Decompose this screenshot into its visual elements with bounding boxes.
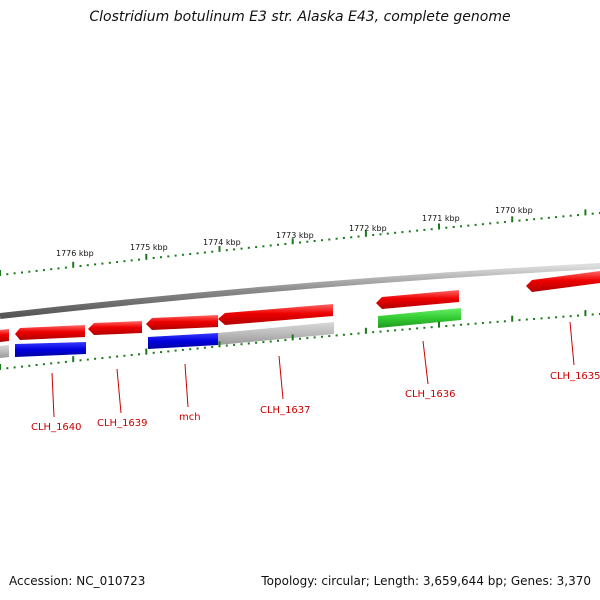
leader-line-clh1636 (422, 340, 429, 385)
scale-label-1772: 1772 kbp (349, 224, 387, 233)
scale-label-1771: 1771 kbp (422, 214, 460, 223)
gene-reverse-blue-1[interactable] (15, 342, 86, 357)
scale-label-1776: 1776 kbp (56, 249, 94, 258)
gene-reverse-green-1[interactable] (378, 308, 461, 328)
gene-forward-2[interactable] (15, 325, 85, 340)
topology-text: Topology: circular; Length: 3,659,644 bp… (261, 574, 591, 588)
gene-forward-5[interactable] (218, 304, 333, 325)
gene-label-clh1635[interactable]: CLH_1635 (550, 371, 600, 382)
gene-label-mch[interactable]: mch (179, 412, 201, 423)
leader-line-clh1639 (116, 368, 122, 414)
gene-reverse-grey-left[interactable] (0, 345, 9, 358)
gene-label-clh1637[interactable]: CLH_1637 (260, 405, 311, 416)
scale-label-1770: 1770 kbp (495, 206, 533, 215)
leader-line-clh1635 (569, 321, 575, 366)
scale-label-1773: 1773 kbp (276, 231, 314, 240)
gene-forward-7[interactable] (526, 271, 600, 292)
gene-forward-4[interactable] (146, 315, 218, 330)
gene-forward-3[interactable] (88, 321, 142, 335)
gene-forward-1[interactable] (0, 329, 9, 342)
gene-reverse-blue-2[interactable] (148, 333, 218, 349)
genome-backbone (0, 263, 600, 319)
scale-label-1774: 1774 kbp (203, 238, 241, 247)
inner-tick-ring (0, 310, 600, 370)
leader-line-mch (184, 363, 189, 408)
gene-label-clh1640[interactable]: CLH_1640 (31, 422, 82, 433)
outer-tick-ring (0, 209, 600, 276)
gene-label-clh1639[interactable]: CLH_1639 (97, 418, 148, 429)
gene-label-clh1636[interactable]: CLH_1636 (405, 389, 456, 400)
leader-line-clh1640 (51, 372, 55, 418)
gene-forward-6[interactable] (376, 290, 459, 309)
scale-label-1775: 1775 kbp (130, 243, 168, 252)
map-title: Clostridium botulinum E3 str. Alaska E43… (89, 9, 511, 25)
leader-line-clh1637 (278, 355, 284, 400)
gene-reverse-grey-1[interactable] (218, 322, 334, 345)
accession-text: Accession: NC_010723 (9, 574, 146, 588)
